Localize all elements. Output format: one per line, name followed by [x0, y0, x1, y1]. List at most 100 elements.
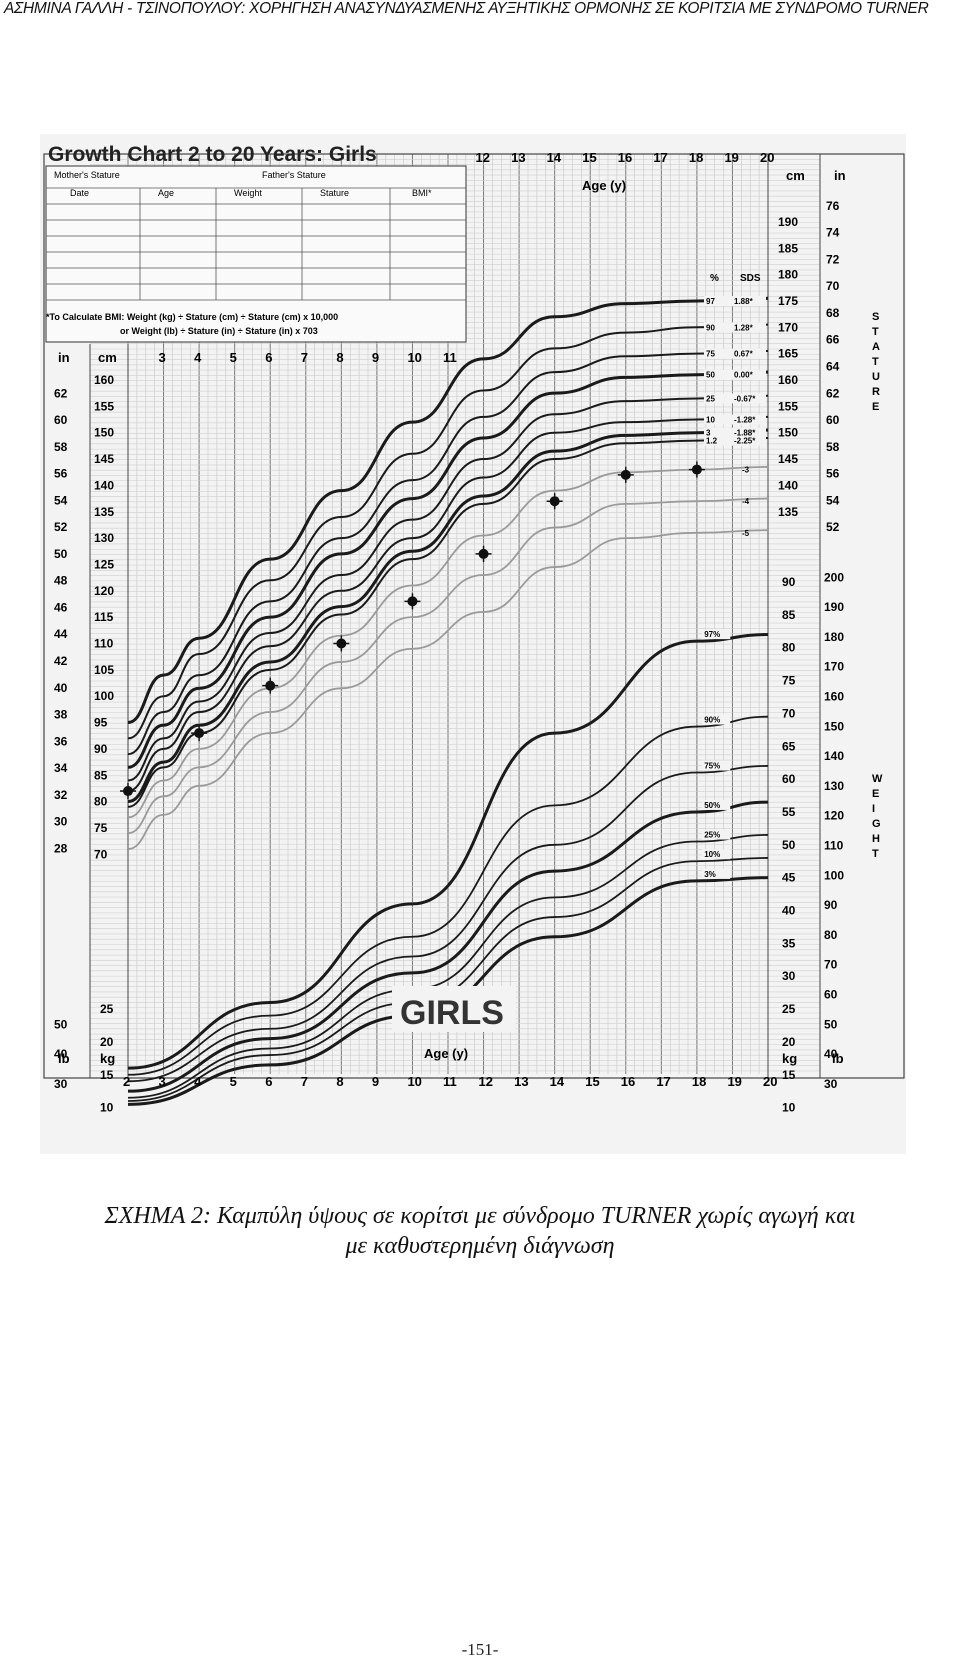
age-tick-top: 14	[547, 150, 562, 165]
stature-cm-tick-right: 140	[778, 478, 798, 492]
svg-text:R: R	[872, 386, 880, 398]
weight-kg-tick-right: 20	[782, 1035, 796, 1049]
stature-cm-tick-left: 155	[94, 399, 114, 413]
weight-lb-tick-right: 200	[824, 570, 844, 584]
bmi-note-line2: or Weight (lb) ÷ Stature (in) ÷ Stature …	[120, 326, 318, 336]
weight-pct-label: 10%	[704, 850, 720, 859]
age-tick-top: 15	[582, 150, 596, 165]
age-tick-bottom: 2	[123, 1074, 130, 1089]
weight-pct-label: 50%	[704, 801, 720, 810]
age-tick-bottom: 7	[301, 1074, 308, 1089]
legend-sds: 0.67*	[734, 350, 754, 359]
weight-kg-tick-right: 85	[782, 608, 796, 622]
weight-kg-tick-left: 10	[100, 1101, 114, 1115]
weight-lb-tick-right: 60	[824, 987, 838, 1001]
stature-curve-10	[127, 415, 769, 793]
weight-lb-tick-right: 130	[824, 779, 844, 793]
girls-label: GIRLS	[400, 994, 504, 1032]
age-tick-top: 20	[760, 150, 774, 165]
age-tick-top: 19	[724, 150, 738, 165]
form-col-bmi: BMI*	[412, 188, 432, 198]
weight-lb-tick-right: 110	[824, 838, 844, 852]
stature-cm-tick-left: 115	[94, 610, 114, 624]
stature-cm-tick-right: 150	[778, 426, 798, 440]
stature-in-tick-left: 28	[54, 841, 68, 855]
chart-title: Growth Chart 2 to 20 Years: Girls	[48, 143, 377, 166]
weight-lb-tick-right: 70	[824, 958, 838, 972]
weight-lb-tick-right: 180	[824, 630, 844, 644]
age-tick-mid: 10	[407, 350, 421, 365]
stature-cm-tick-left: 90	[94, 742, 108, 756]
weight-lb-tick-right: 80	[824, 928, 838, 942]
stature-curve-3	[127, 428, 769, 804]
stature-in-tick-right: 54	[826, 493, 840, 507]
age-tick-mid: 3	[159, 350, 166, 365]
stature-cm-tick-left: 145	[94, 452, 114, 466]
stature-in-tick-right: 66	[826, 333, 840, 347]
weight-pct-label: 97%	[704, 630, 720, 639]
age-tick-bottom: 3	[159, 1074, 166, 1089]
page-number: -151-	[461, 1640, 499, 1659]
legend-extra-sds: -3	[742, 466, 750, 475]
svg-text:E: E	[872, 788, 879, 800]
stature-in-tick-left: 62	[54, 386, 68, 400]
legend-pct: 3	[706, 429, 711, 438]
age-tick-top: 12	[476, 150, 490, 165]
legend-pct: 1.2	[706, 437, 718, 446]
weight-kg-tick-right: 35	[782, 936, 796, 950]
age-tick-top: 16	[618, 150, 632, 165]
svg-text:G: G	[872, 818, 881, 830]
legend-pct: 90	[706, 323, 715, 332]
fathers-stature-label: Father's Stature	[262, 170, 326, 180]
weight-lb-tick-right: 50	[824, 1017, 838, 1031]
age-tick-bottom: 9	[372, 1074, 379, 1089]
girls-label-box: GIRLS	[392, 986, 516, 1032]
age-tick-mid: 6	[265, 350, 272, 365]
stature-in-tick-right: 74	[826, 226, 840, 240]
unit-cm-right: cm	[786, 168, 805, 183]
unit-in-right: in	[834, 168, 846, 183]
weight-kg-tick-left: 25	[100, 1002, 114, 1016]
age-tick-mid: 8	[336, 350, 343, 365]
weight-lb-tick-right: 190	[824, 600, 844, 614]
legend-pct: 97	[706, 297, 715, 306]
stature-cm-tick-left: 120	[94, 584, 114, 598]
stature-in-tick-left: 54	[54, 493, 68, 507]
figure-caption-line2: με καθυστερημένη διάγνωση	[345, 1233, 615, 1259]
stature-curve-97	[127, 296, 769, 725]
svg-text:I: I	[872, 803, 875, 815]
stature-cm-tick-left: 75	[94, 821, 108, 835]
weight-kg-tick-right: 90	[782, 575, 796, 589]
weight-kg-tick-right: 65	[782, 739, 796, 753]
stature-curve--4	[127, 497, 769, 835]
legend-pct: 50	[706, 371, 715, 380]
stature-curve-75	[127, 350, 769, 756]
stature-in-tick-right: 58	[826, 440, 840, 454]
stature-cm-tick-right: 160	[778, 373, 798, 387]
legend-sds: 0.00*	[734, 371, 754, 380]
stature-cm-tick-left: 105	[94, 663, 114, 677]
weight-lb-tick-right: 120	[824, 809, 844, 823]
legend-sds: -0.67*	[734, 394, 756, 403]
legend-sds: 1.88*	[734, 297, 754, 306]
form-col-date: Date	[70, 188, 89, 198]
stature-cm-tick-right: 185	[778, 241, 798, 255]
grid-layer	[43, 153, 905, 1079]
stature-in-tick-left: 38	[54, 708, 68, 722]
stature-cm-tick-right: 190	[778, 215, 798, 229]
stature-cm-tick-left: 70	[94, 847, 108, 861]
form-col-stature: Stature	[320, 188, 349, 198]
weight-kg-tick-left: 20	[100, 1035, 114, 1049]
weight-curve-50	[127, 800, 769, 1093]
weight-kg-tick-right: 10	[782, 1101, 796, 1115]
weight-kg-tick-right: 45	[782, 871, 796, 885]
sds-header: SDS	[740, 273, 761, 284]
stature-in-tick-left: 40	[54, 681, 68, 695]
weight-lb-tick-left: 50	[54, 1017, 68, 1031]
age-tick-mid: 4	[194, 350, 202, 365]
stature-in-tick-left: 50	[54, 547, 68, 561]
svg-text:T: T	[872, 356, 879, 368]
age-tick-bottom: 16	[621, 1074, 635, 1089]
age-tick-top: 13	[511, 150, 525, 165]
